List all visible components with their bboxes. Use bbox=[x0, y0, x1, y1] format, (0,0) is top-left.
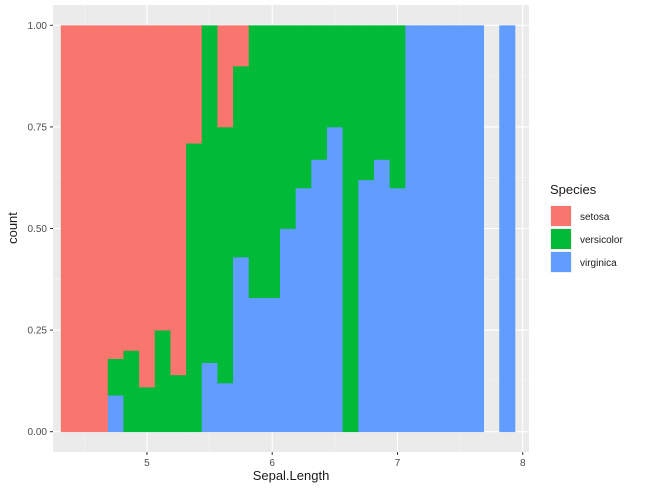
legend-item-virginica: virginica bbox=[550, 251, 617, 273]
legend-swatch-setosa bbox=[551, 206, 571, 226]
bar-setosa-4 bbox=[123, 25, 140, 351]
x-tick-label-2: 7 bbox=[395, 458, 401, 469]
legend-item-versicolor: versicolor bbox=[550, 228, 623, 250]
bar-versicolor-3 bbox=[107, 358, 124, 396]
bar-virginica-22 bbox=[405, 25, 422, 433]
bar-setosa-5 bbox=[139, 25, 156, 388]
bar-virginica-24 bbox=[436, 25, 453, 433]
y-tick-label-2: 0.50 bbox=[28, 224, 48, 235]
y-axis-title: count bbox=[5, 212, 20, 244]
bar-versicolor-12 bbox=[248, 25, 265, 298]
bar-versicolor-21 bbox=[389, 25, 406, 189]
bars bbox=[60, 25, 516, 433]
bar-versicolor-5 bbox=[139, 386, 156, 433]
x-tick-label-3: 8 bbox=[520, 458, 526, 469]
legend-label-versicolor: versicolor bbox=[580, 235, 623, 246]
bar-virginica-16 bbox=[311, 159, 328, 433]
legend-label-setosa: setosa bbox=[580, 212, 610, 223]
bar-virginica-11 bbox=[233, 256, 250, 433]
y-tick-label-3: 0.75 bbox=[28, 122, 48, 133]
bar-setosa-1 bbox=[76, 25, 93, 433]
bar-virginica-28 bbox=[499, 25, 516, 433]
bar-virginica-9 bbox=[201, 362, 218, 433]
bar-versicolor-20 bbox=[373, 25, 391, 160]
bar-virginica-19 bbox=[358, 179, 375, 433]
bar-virginica-14 bbox=[280, 228, 297, 433]
bar-versicolor-17 bbox=[327, 25, 344, 128]
y-axis: 0.00 0.25 0.50 0.75 1.00 bbox=[28, 21, 53, 438]
bar-virginica-13 bbox=[264, 297, 281, 433]
bar-versicolor-10 bbox=[217, 126, 234, 384]
bar-virginica-20 bbox=[373, 159, 391, 433]
bar-versicolor-7 bbox=[170, 374, 187, 433]
bar-setosa-3 bbox=[107, 25, 124, 359]
bar-virginica-25 bbox=[452, 25, 469, 433]
bar-virginica-17 bbox=[327, 126, 344, 433]
bar-setosa-8 bbox=[186, 25, 203, 144]
legend-item-setosa: setosa bbox=[550, 205, 610, 227]
bar-setosa-10 bbox=[217, 25, 234, 128]
bar-setosa-6 bbox=[154, 25, 171, 331]
x-tick-label-1: 6 bbox=[269, 458, 275, 469]
bar-versicolor-8 bbox=[186, 143, 203, 433]
bar-versicolor-6 bbox=[154, 330, 171, 433]
bar-setosa-2 bbox=[92, 25, 109, 433]
bar-virginica-26 bbox=[467, 25, 484, 433]
bar-versicolor-9 bbox=[201, 25, 218, 364]
bar-versicolor-19 bbox=[358, 25, 375, 181]
bar-versicolor-18 bbox=[342, 25, 359, 433]
bar-virginica-3 bbox=[107, 395, 124, 433]
y-tick-label-0: 0.00 bbox=[28, 427, 48, 438]
bar-versicolor-4 bbox=[123, 350, 140, 433]
legend-label-virginica: virginica bbox=[580, 258, 617, 269]
legend: Species setosa versicolor virginica bbox=[550, 182, 623, 273]
x-tick-label-0: 5 bbox=[144, 458, 150, 469]
bar-virginica-10 bbox=[217, 382, 234, 433]
bar-virginica-21 bbox=[389, 187, 406, 433]
x-axis-title: Sepal.Length bbox=[253, 468, 330, 483]
bar-versicolor-11 bbox=[233, 65, 250, 258]
legend-swatch-versicolor bbox=[551, 229, 571, 249]
bar-virginica-23 bbox=[420, 25, 438, 433]
bar-setosa-0 bbox=[60, 25, 77, 433]
bar-setosa-11 bbox=[233, 25, 250, 67]
y-tick-label-1: 0.25 bbox=[28, 326, 48, 337]
bar-versicolor-14 bbox=[280, 25, 297, 229]
bar-versicolor-13 bbox=[264, 25, 281, 298]
legend-swatch-virginica bbox=[551, 252, 571, 272]
bar-virginica-15 bbox=[295, 187, 312, 433]
bar-setosa-7 bbox=[170, 25, 187, 376]
bar-virginica-12 bbox=[248, 297, 265, 433]
y-tick-label-4: 1.00 bbox=[28, 21, 48, 32]
x-axis: 5 6 7 8 bbox=[144, 452, 526, 469]
bar-versicolor-16 bbox=[311, 25, 328, 160]
legend-title: Species bbox=[550, 182, 597, 197]
bar-versicolor-15 bbox=[295, 25, 312, 189]
